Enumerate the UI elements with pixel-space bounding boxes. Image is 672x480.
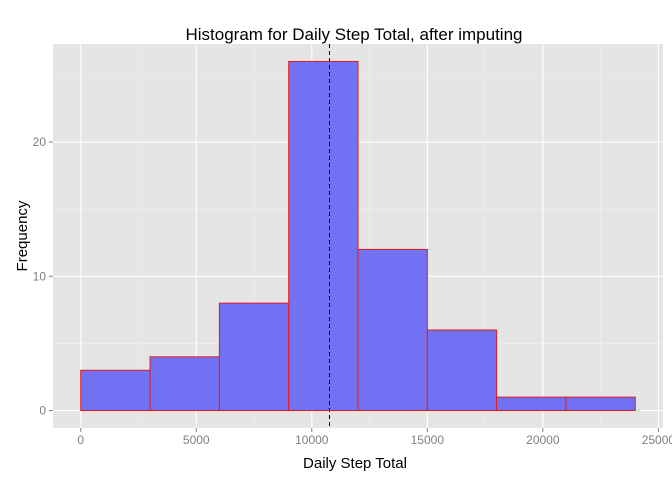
x-tick-label: 10000 [295, 433, 329, 447]
histogram-bar-0 [80, 369, 151, 412]
x-axis-title: Daily Step Total [303, 455, 407, 472]
histogram-bar-7 [565, 396, 636, 412]
y-tick-label: 20 [33, 135, 47, 149]
histogram-bar-1 [149, 356, 220, 412]
x-tick-label: 15000 [411, 433, 445, 447]
histogram-bar-4 [357, 248, 428, 412]
histogram-bars [80, 60, 636, 412]
histogram-bar-2 [218, 302, 290, 412]
y-tick-label: 10 [33, 269, 47, 283]
y-axis-title: Frequency [14, 200, 31, 271]
x-tick-label: 25000 [642, 433, 672, 447]
x-axis: 0 5000 10000 15000 20000 25000 [77, 428, 672, 447]
x-tick-label: 0 [77, 433, 84, 447]
histogram-bar-3 [288, 60, 359, 412]
histogram-bar-6 [496, 396, 567, 412]
y-tick-label: 0 [39, 404, 46, 418]
x-tick-label: 20000 [526, 433, 560, 447]
x-tick-label: 5000 [183, 433, 210, 447]
chart-title: Histogram for Daily Step Total, after im… [186, 25, 523, 44]
histogram-bar-5 [426, 329, 498, 412]
y-axis: 0 10 20 [33, 135, 53, 418]
